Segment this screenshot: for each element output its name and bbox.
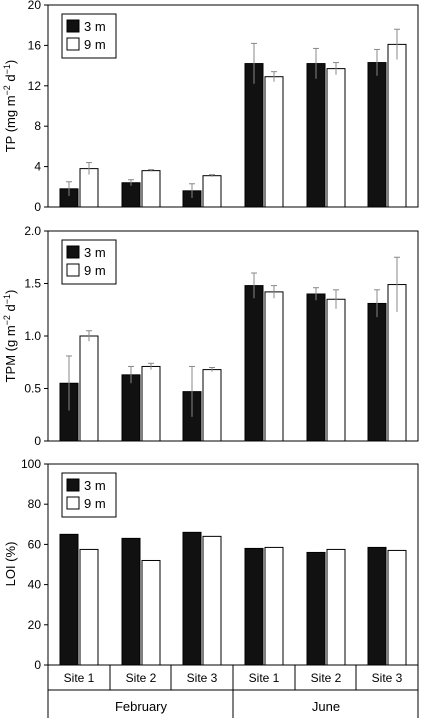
tpm-bar-9m bbox=[141, 365, 161, 442]
tpm-y-tick-label: 2.0 bbox=[24, 224, 41, 238]
tp-bar-9m bbox=[326, 68, 346, 208]
tp-y-axis-label: TP (mg m−2 d−1) bbox=[2, 60, 18, 153]
loi-y-tick-label: 40 bbox=[28, 578, 42, 592]
tp-y-tick-label: 8 bbox=[34, 119, 41, 133]
category-label: Site 1 bbox=[64, 671, 95, 685]
loi-legend-swatch-3m bbox=[66, 478, 80, 492]
tp-legend-swatch-9m bbox=[66, 37, 80, 51]
tp-bar-9m bbox=[141, 170, 161, 208]
tpm-y-tick-label: 1.0 bbox=[24, 329, 41, 343]
tpm-legend-swatch-3m bbox=[66, 245, 80, 259]
loi-bar-9m bbox=[387, 549, 407, 666]
loi-y-axis-label: LOI (%) bbox=[3, 542, 18, 587]
loi-y-tick-label: 100 bbox=[21, 457, 41, 471]
tp-bar-9m bbox=[264, 76, 284, 208]
tp-bar-3m bbox=[367, 62, 387, 208]
tpm-legend-label: 3 m bbox=[84, 245, 106, 260]
tp-panel-frame bbox=[47, 4, 419, 208]
loi-bar-3m bbox=[182, 531, 202, 666]
tpm-bar-9m bbox=[79, 335, 99, 442]
tpm-y-tick-label: 0.5 bbox=[24, 382, 41, 396]
category-label: Site 3 bbox=[187, 671, 218, 685]
tp-bar-3m bbox=[306, 63, 326, 208]
tpm-legend-label: 9 m bbox=[84, 263, 106, 278]
group-label-june: June bbox=[312, 699, 340, 714]
category-axis: Site 1 Site 2 Site 3 Site 1 Site 2 Site … bbox=[47, 665, 419, 718]
loi-bar-9m bbox=[264, 546, 284, 666]
tp-bar-3m bbox=[121, 182, 141, 208]
loi-y-tick-label: 0 bbox=[34, 658, 41, 672]
tpm-bar-9m bbox=[264, 291, 284, 442]
tpm-bar-9m bbox=[326, 298, 346, 442]
tp-bar-3m bbox=[244, 63, 264, 208]
category-label: Site 3 bbox=[372, 671, 403, 685]
loi-bar-9m bbox=[141, 559, 161, 666]
tpm-bar-3m bbox=[244, 285, 264, 442]
tpm-y-tick-label: 1.5 bbox=[24, 277, 41, 291]
tp-bar-9m bbox=[202, 175, 222, 208]
loi-bar-3m bbox=[121, 537, 141, 666]
group-label-february: February bbox=[115, 699, 168, 714]
tp-y-tick-label: 20 bbox=[28, 0, 42, 12]
loi-bar-3m bbox=[367, 546, 387, 666]
tpm-bar-3m bbox=[367, 302, 387, 442]
loi-bar-9m bbox=[202, 535, 222, 666]
tpm-bar-9m bbox=[202, 369, 222, 442]
loi-y-tick-label: 60 bbox=[28, 537, 42, 551]
loi-y-tick-label: 80 bbox=[28, 497, 42, 511]
loi-bar-9m bbox=[79, 548, 99, 666]
loi-bar-3m bbox=[59, 533, 79, 666]
loi-bar-9m bbox=[326, 548, 346, 666]
category-label: Site 2 bbox=[126, 671, 157, 685]
tp-legend-swatch-3m bbox=[66, 19, 80, 33]
tpm-bar-3m bbox=[121, 374, 141, 442]
category-label: Site 2 bbox=[311, 671, 342, 685]
tp-legend-label: 3 m bbox=[84, 19, 106, 34]
tp-y-tick-label: 12 bbox=[28, 79, 42, 93]
tp-y-tick-label: 16 bbox=[28, 38, 42, 52]
tpm-y-axis-label: TPM (g m−2 d−1) bbox=[2, 290, 18, 383]
plots-layer: 0 4 8 12 16 20 TP (mg m−2 d−1) 3 m 9 m 0 0.5 1.0 1.5… bbox=[2, 0, 407, 672]
tp-y-tick-label: 0 bbox=[34, 200, 41, 214]
tp-bar-9m bbox=[387, 43, 407, 208]
tp-legend-label: 9 m bbox=[84, 37, 106, 52]
tpm-legend-swatch-9m bbox=[66, 263, 80, 277]
loi-legend-swatch-9m bbox=[66, 496, 80, 510]
loi-legend-label: 9 m bbox=[84, 496, 106, 511]
loi-legend-label: 3 m bbox=[84, 478, 106, 493]
loi-bar-3m bbox=[306, 551, 326, 666]
tpm-y-tick-label: 0 bbox=[34, 434, 41, 448]
tpm-bar-3m bbox=[306, 293, 326, 442]
loi-y-tick-label: 20 bbox=[28, 618, 42, 632]
loi-bar-3m bbox=[244, 547, 264, 666]
tp-y-tick-label: 4 bbox=[34, 160, 41, 174]
category-label: Site 1 bbox=[249, 671, 280, 685]
